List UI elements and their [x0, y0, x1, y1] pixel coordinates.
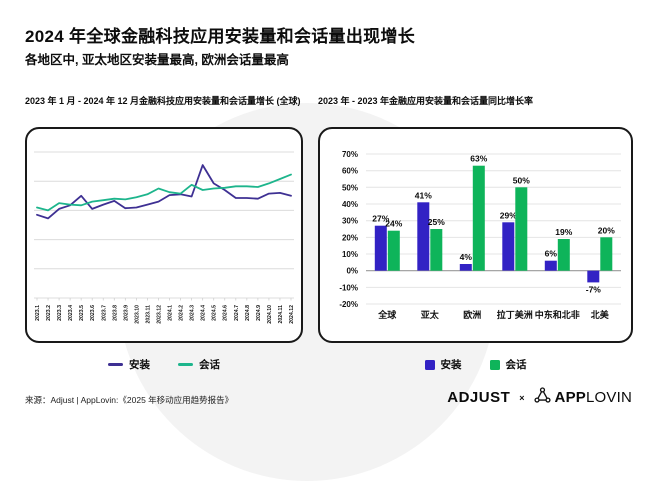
x-tick-label: 2024.11	[278, 305, 284, 324]
y-tick-label: 20%	[342, 233, 358, 242]
applovin-triangle-icon	[533, 387, 551, 408]
x-tick-label: 2023.10	[134, 305, 140, 324]
x-tick-label: 2024.2	[179, 305, 185, 321]
x-tick-label: 2024.8	[245, 305, 251, 321]
line-chart-legend: 安装 会话	[25, 357, 303, 372]
x-tick-label: 2024.5	[212, 305, 218, 321]
category-label: 中东和北非	[535, 309, 580, 320]
x-tick-label: 2023.4	[68, 305, 74, 321]
page-subtitle: 各地区中, 亚太地区安装量最高, 欧洲会话量最高	[25, 53, 289, 67]
legend-item-install: 安装	[424, 357, 462, 372]
bar-value-label: 6%	[545, 249, 558, 259]
bar-value-label: 19%	[555, 227, 572, 237]
bar-安装-北美	[587, 270, 600, 283]
bar-会话-中东和北非	[557, 239, 570, 271]
legend-item-install: 安装	[108, 357, 150, 372]
legend-label-install: 安装	[440, 359, 462, 371]
y-tick-label: 10%	[342, 250, 358, 259]
bar-会话-北美	[600, 237, 613, 271]
bar-value-label: 29%	[500, 210, 517, 220]
bar-chart-panel: 70% 60% 50% 40% 30% 20% 10% 0% -10% -20% 27% 24% 全球 4…	[318, 127, 633, 343]
category-label: 亚太	[421, 309, 440, 320]
category-label: 全球	[377, 309, 397, 320]
applovin-logo: APPLOVIN	[533, 387, 632, 408]
x-tick-label: 2023.6	[90, 305, 96, 321]
x-tick-label: 2023.8	[112, 305, 118, 321]
bar-value-label: 63%	[470, 154, 487, 164]
bar-value-label: 4%	[460, 252, 473, 262]
x-tick-label: 2024.9	[256, 305, 262, 321]
series-line-0	[36, 164, 292, 220]
x-tick-label: 2023.2	[46, 305, 52, 321]
brand-lockup: ADJUST × APPLOVIN	[447, 387, 632, 408]
bar-chart-legend: 安装 会话	[318, 357, 633, 372]
y-tick-label: 50%	[342, 183, 358, 192]
x-tick-label: 2024.12	[289, 305, 295, 324]
line-chart: 2023.1 2023.2 2023.3 2023.4 2023.5 2023.6 2023…	[34, 151, 295, 324]
bar-安装-亚太	[417, 202, 430, 271]
bar-chart: 70% 60% 50% 40% 30% 20% 10% 0% -10% -20% 27%24% 全球 4…	[339, 150, 621, 320]
bar-value-label: -7%	[586, 284, 602, 294]
x-tick-label: 2023.3	[57, 305, 63, 321]
session-bar-swatch	[489, 359, 500, 370]
x-tick-label: 2024.1	[168, 305, 174, 321]
x-tick-label: 2023.11	[145, 305, 151, 324]
x-tick-label: 2024.4	[201, 305, 207, 321]
y-tick-label: -20%	[339, 300, 358, 309]
series-line-1	[36, 173, 292, 212]
x-tick-label: 2023.9	[123, 305, 129, 321]
category-label: 北美	[591, 309, 610, 320]
x-tick-label: 2024.3	[190, 305, 196, 321]
bar-value-label: 27%	[372, 214, 389, 224]
y-tick-label: 70%	[342, 150, 358, 159]
source-note: 来源：Adjust | AppLovin:《2025 年移动应用趋势报告》	[25, 395, 234, 405]
x-tick-label: 2024.7	[234, 305, 240, 321]
legend-item-session: 会话	[178, 357, 220, 372]
line-chart-title: 2023 年 1 月 - 2024 年 12 月金融科技应用安装量和会话量增长 …	[25, 96, 301, 106]
bar-value-label: 24%	[385, 219, 402, 229]
category-label: 欧洲	[463, 309, 481, 320]
line-chart-panel: 2023.1 2023.2 2023.3 2023.4 2023.5 2023.6 2023…	[25, 127, 303, 343]
y-tick-label: 40%	[342, 200, 358, 209]
y-tick-label: 0%	[346, 267, 358, 276]
x-tick-label: 2023.7	[101, 305, 107, 321]
bar-会话-全球	[387, 230, 400, 271]
page-title: 2024 年全球金融科技应用安装量和会话量出现增长	[25, 27, 416, 46]
bar-安装-全球	[374, 225, 387, 271]
bar-会话-亚太	[430, 229, 443, 271]
legend-label-session: 会话	[199, 359, 220, 371]
y-tick-label: 60%	[342, 167, 358, 176]
bar-value-label: 20%	[598, 225, 615, 235]
x-tick-label: 2023.12	[156, 305, 162, 324]
x-tick-label: 2024.6	[223, 305, 229, 321]
bar-会话-欧洲	[472, 165, 485, 271]
bar-会话-拉丁美洲	[515, 187, 528, 271]
applovin-wordmark: APPLOVIN	[554, 389, 632, 406]
install-bar-swatch	[424, 359, 435, 370]
x-tick-label: 2024.10	[267, 305, 273, 324]
y-tick-label: -10%	[339, 283, 358, 292]
bar-value-label: 50%	[513, 175, 530, 185]
x-tick-label: 2023.1	[35, 305, 41, 321]
collab-x-icon: ×	[519, 392, 525, 403]
adjust-logo: ADJUST	[447, 389, 511, 406]
x-tick-label: 2023.5	[79, 305, 85, 321]
bar-安装-中东和北非	[544, 260, 557, 271]
bar-安装-拉丁美洲	[502, 222, 515, 271]
legend-label-install: 安装	[129, 359, 150, 371]
session-line-swatch	[178, 363, 193, 366]
category-label: 拉丁美洲	[497, 309, 533, 320]
legend-item-session: 会话	[489, 357, 527, 372]
legend-label-session: 会话	[505, 359, 527, 371]
bar-value-label: 25%	[428, 217, 445, 227]
bar-chart-title: 2023 年 - 2023 年金融应用安装量和会话量同比增长率	[318, 96, 534, 106]
y-tick-label: 30%	[342, 217, 358, 226]
bar-value-label: 41%	[415, 190, 432, 200]
install-line-swatch	[108, 363, 123, 366]
bar-安装-欧洲	[459, 264, 472, 271]
